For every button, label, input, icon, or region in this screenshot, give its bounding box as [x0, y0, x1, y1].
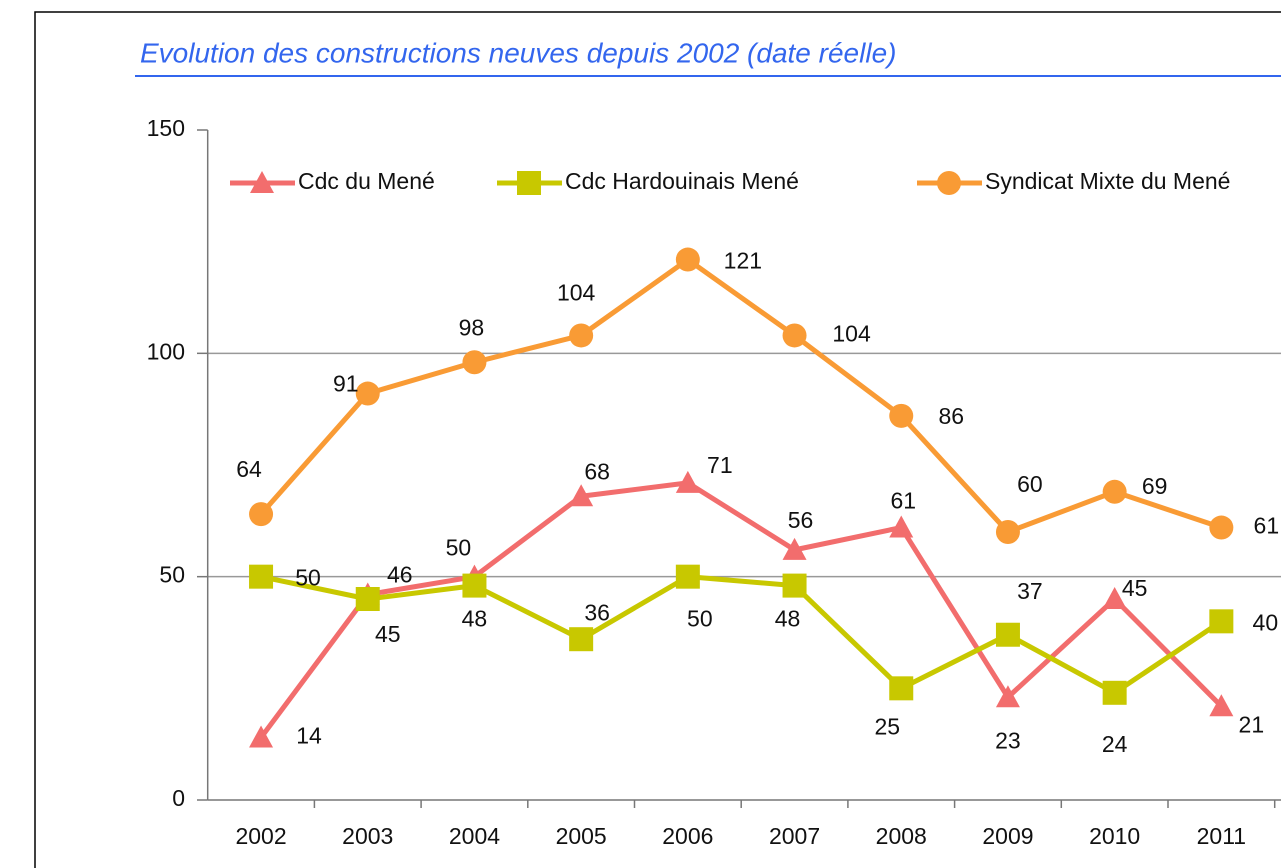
- y-tick-label: 0: [172, 785, 185, 811]
- x-tick-label: 2010: [1089, 823, 1140, 849]
- marker: [355, 381, 380, 406]
- marker: [1209, 515, 1234, 540]
- x-tick-label: 2011: [1197, 823, 1246, 849]
- marker: [569, 627, 594, 652]
- data-label: 45: [375, 621, 401, 647]
- y-tick-label: 50: [159, 562, 185, 588]
- data-label: 56: [788, 507, 814, 533]
- y-tick-label: 100: [147, 338, 185, 364]
- data-label: 48: [775, 606, 801, 632]
- data-label: 14: [296, 723, 322, 749]
- marker: [782, 573, 807, 598]
- x-tick-label: 2006: [662, 823, 713, 849]
- series-line: [260, 574, 1223, 696]
- x-tick-label: 2003: [342, 823, 393, 849]
- data-label: 98: [459, 314, 485, 340]
- x-tick-label: 2007: [769, 823, 820, 849]
- data-label: 71: [707, 452, 733, 478]
- marker: [249, 502, 274, 527]
- marker: [249, 725, 274, 748]
- data-label: 50: [295, 565, 321, 591]
- data-label: 37: [1017, 578, 1043, 604]
- data-label: 45: [1122, 575, 1148, 601]
- legend-label: Cdc du Mené: [298, 168, 435, 194]
- data-label: 24: [1102, 731, 1128, 757]
- marker: [889, 515, 914, 538]
- data-label: 50: [687, 606, 713, 632]
- x-tick-label: 2005: [556, 823, 607, 849]
- marker: [889, 403, 914, 428]
- legend-marker: [517, 171, 541, 195]
- marker: [995, 622, 1020, 647]
- data-label: 86: [938, 403, 964, 429]
- data-label: 50: [446, 535, 472, 561]
- series-line: [259, 257, 1223, 535]
- marker: [249, 564, 274, 589]
- x-tick-label: 2009: [982, 823, 1033, 849]
- data-label: 64: [236, 456, 262, 482]
- marker: [889, 676, 914, 701]
- frame: [34, 11, 1281, 868]
- data-label: 104: [832, 321, 871, 347]
- marker: [675, 564, 700, 589]
- marker: [1102, 587, 1127, 609]
- marker: [782, 537, 807, 560]
- data-label: 121: [724, 248, 762, 274]
- data-label: 91: [333, 371, 359, 397]
- legend-label: Cdc Hardouinais Mené: [565, 168, 799, 194]
- series-line: [259, 480, 1224, 739]
- marker: [355, 587, 380, 611]
- data-label: 23: [995, 727, 1021, 753]
- marker: [1209, 694, 1234, 717]
- marker: [462, 573, 487, 598]
- data-label: 61: [1254, 513, 1280, 539]
- data-label: 68: [584, 458, 610, 484]
- marker: [675, 247, 700, 272]
- data-label: 48: [462, 606, 488, 632]
- marker: [995, 685, 1020, 708]
- legend-label: Syndicat Mixte du Mené: [985, 168, 1230, 194]
- legend-marker: [937, 171, 961, 195]
- marker: [1209, 609, 1234, 634]
- marker: [569, 484, 594, 507]
- legend-marker: [250, 171, 274, 193]
- data-label: 69: [1142, 473, 1168, 499]
- marker: [1102, 680, 1127, 705]
- data-label: 36: [584, 599, 610, 625]
- data-label: 60: [1017, 471, 1043, 497]
- chart-title: Evolution des constructions neuves depui…: [140, 37, 896, 68]
- data-label: 25: [874, 713, 900, 739]
- data-label: 21: [1239, 711, 1265, 737]
- data-label: 104: [557, 280, 596, 306]
- x-tick-label: 2004: [449, 823, 500, 849]
- y-tick-label: 150: [147, 115, 185, 141]
- marker: [462, 350, 487, 375]
- marker: [569, 323, 594, 348]
- marker: [782, 323, 807, 348]
- data-label: 61: [890, 488, 916, 514]
- marker: [675, 470, 700, 493]
- marker: [995, 520, 1020, 544]
- x-tick-label: 2008: [876, 823, 927, 849]
- x-tick-label: 2002: [235, 823, 286, 849]
- data-label: 46: [387, 562, 413, 588]
- marker: [1102, 479, 1127, 504]
- data-label: 40: [1253, 609, 1279, 635]
